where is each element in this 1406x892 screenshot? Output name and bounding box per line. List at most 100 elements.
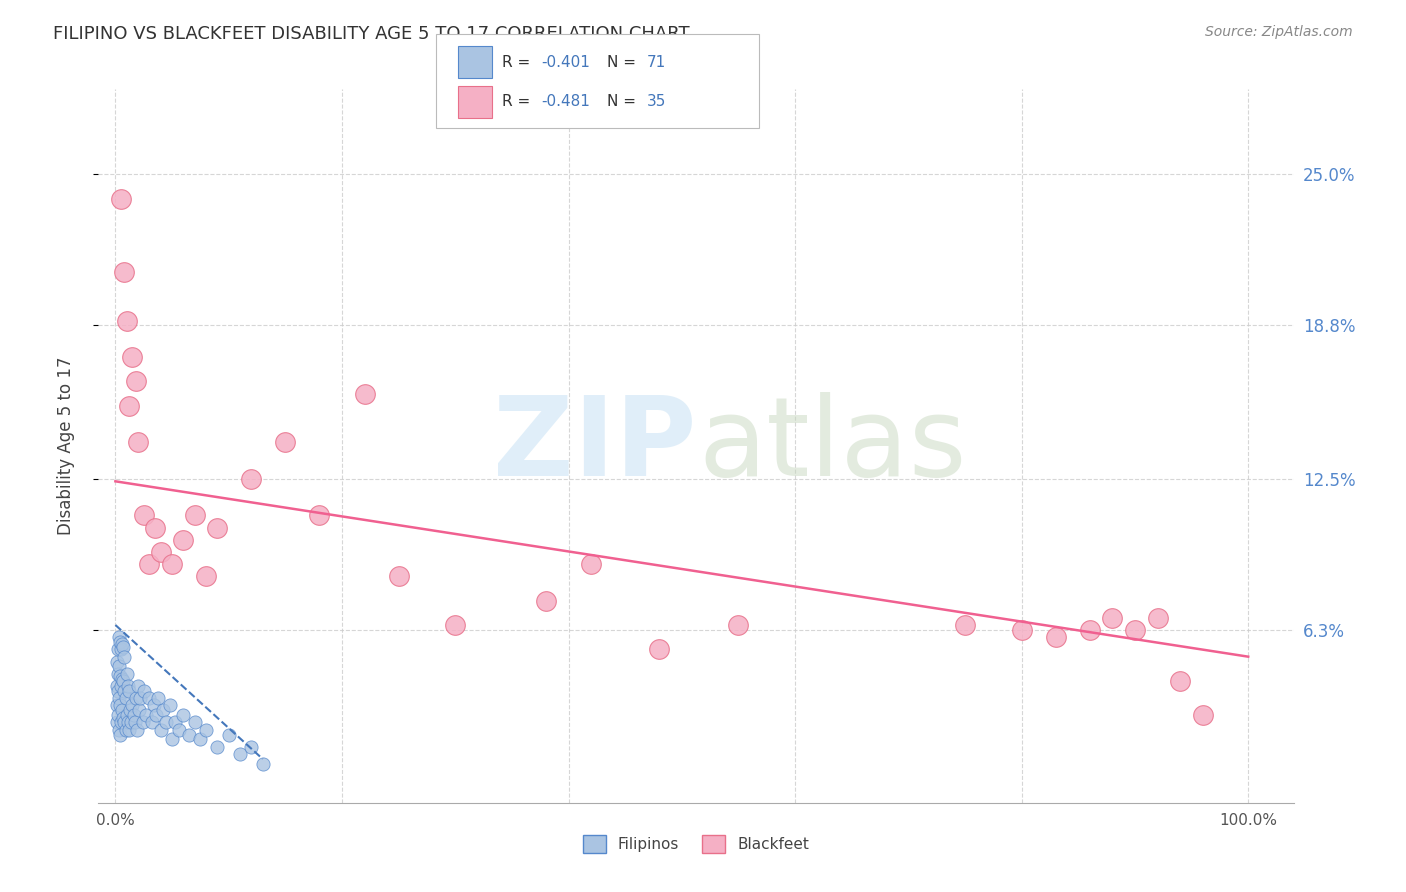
Point (108, 723, 131, 737)
Point (127, 679, 149, 693)
Point (152, 703, 174, 717)
Point (108, 698, 131, 713)
Legend: Filipinos, Blackfeet: Filipinos, Blackfeet (576, 829, 815, 859)
Point (115, 666, 138, 681)
Point (110, 642, 132, 657)
Point (105, 715, 128, 730)
Point (121, 698, 143, 713)
Point (1192, 708, 1215, 723)
Point (727, 618, 749, 632)
Point (120, 715, 142, 730)
Text: N =: N = (607, 54, 641, 70)
Point (444, 618, 467, 632)
Point (207, 739, 229, 754)
Text: ZIP: ZIP (492, 392, 696, 500)
Point (129, 691, 152, 706)
Text: R =: R = (502, 95, 536, 110)
Point (135, 708, 157, 723)
Point (207, 520, 229, 534)
Point (114, 649, 136, 664)
Point (122, 708, 145, 723)
Point (579, 557, 602, 571)
Point (117, 715, 139, 730)
Point (172, 708, 194, 723)
Point (177, 728, 200, 742)
Point (149, 545, 172, 559)
Point (142, 698, 165, 713)
Point (112, 710, 135, 724)
Point (107, 683, 129, 698)
Point (190, 732, 212, 747)
Point (143, 520, 166, 534)
Point (195, 569, 218, 583)
Point (388, 569, 411, 583)
Text: N =: N = (607, 95, 641, 110)
Text: 35: 35 (647, 95, 666, 110)
Point (534, 593, 557, 607)
Point (145, 708, 167, 723)
Point (1011, 623, 1033, 637)
Point (105, 655, 128, 669)
Point (114, 723, 136, 737)
Point (1168, 673, 1191, 688)
Point (165, 715, 187, 730)
Point (218, 728, 240, 742)
Point (648, 642, 671, 657)
Point (114, 691, 136, 706)
Point (110, 679, 132, 693)
Point (125, 375, 148, 389)
Point (120, 703, 142, 717)
Text: 71: 71 (647, 54, 666, 70)
Point (131, 715, 153, 730)
Text: FILIPINO VS BLACKFEET DISABILITY AGE 5 TO 17 CORRELATION CHART: FILIPINO VS BLACKFEET DISABILITY AGE 5 T… (53, 25, 690, 43)
Point (274, 435, 297, 450)
Point (108, 630, 131, 644)
Point (138, 557, 160, 571)
Point (1101, 610, 1123, 624)
Point (1123, 623, 1146, 637)
Point (112, 673, 135, 688)
Point (240, 472, 263, 486)
Point (121, 350, 143, 364)
Point (1078, 623, 1101, 637)
Point (195, 723, 218, 737)
Point (160, 557, 183, 571)
Point (125, 691, 148, 706)
Point (108, 635, 131, 649)
Point (240, 739, 263, 754)
Text: -0.481: -0.481 (541, 95, 591, 110)
Point (125, 723, 148, 737)
Point (115, 708, 138, 723)
Text: Source: ZipAtlas.com: Source: ZipAtlas.com (1205, 25, 1353, 39)
Point (229, 747, 252, 761)
Point (118, 399, 141, 413)
Y-axis label: Disability Age 5 to 17: Disability Age 5 to 17 (56, 357, 75, 535)
Text: -0.401: -0.401 (541, 54, 591, 70)
Text: R =: R = (502, 54, 536, 70)
Point (108, 691, 131, 706)
Point (183, 715, 205, 730)
Point (124, 715, 146, 730)
Point (141, 715, 163, 730)
Point (107, 666, 129, 681)
Point (353, 386, 375, 401)
Point (127, 435, 149, 450)
Point (108, 669, 131, 683)
Point (183, 508, 205, 523)
Point (108, 728, 131, 742)
Point (138, 691, 160, 706)
Point (252, 756, 274, 771)
Point (111, 672, 134, 686)
Point (1146, 610, 1168, 624)
Point (118, 683, 141, 698)
Point (107, 708, 129, 723)
Point (111, 703, 134, 717)
Point (160, 732, 183, 747)
Point (167, 723, 190, 737)
Point (149, 723, 172, 737)
Point (114, 683, 136, 698)
Point (115, 313, 138, 327)
Point (128, 703, 150, 717)
Point (105, 679, 128, 693)
Point (159, 698, 181, 713)
